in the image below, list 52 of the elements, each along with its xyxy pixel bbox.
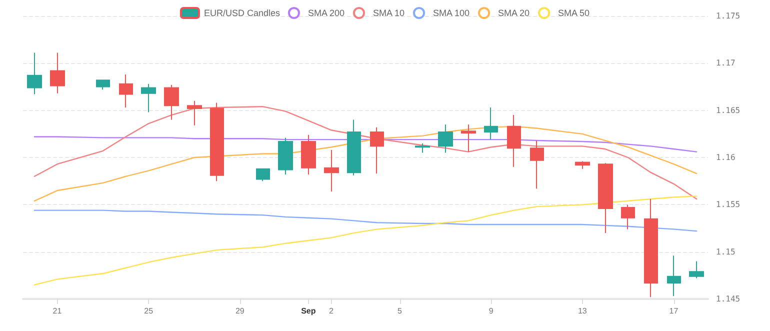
x-tick-label: 29 [235,306,245,316]
candlestick [484,107,498,140]
candlestick [689,260,704,279]
candlestick [164,84,179,120]
y-tick-label: 1.17 [716,58,736,68]
candlestick [278,137,293,175]
y-tick-label: 1.175 [716,12,740,20]
candlestick [415,142,430,154]
candlestick [119,74,133,108]
candlestick [507,114,521,168]
candlestick [301,134,316,175]
line-series [34,196,698,286]
x-tick-label: 13 [578,306,588,316]
candlestick [141,83,156,113]
y-tick-label: 1.155 [716,200,740,210]
candlestick [187,100,202,126]
candlestick [27,52,42,95]
candlestick [575,160,590,170]
y-tick-label: 1.165 [716,106,740,115]
line-series [34,136,698,152]
candlestick [210,102,224,182]
candlestick [621,204,635,230]
legend-label: SMA 10 [372,8,405,18]
candlestick [324,149,339,192]
candlestick [96,80,110,90]
legend-label: EUR/USD Candles [204,8,280,18]
legend-label: SMA 20 [498,8,530,18]
x-tick-label: 9 [488,306,494,316]
y-tick-label: 1.15 [716,247,736,256]
x-tick-label: 2 [329,306,334,316]
x-tick-label: Sep [301,306,316,316]
candlestick [667,255,681,297]
y-tick-label: 1.145 [716,294,740,304]
x-tick-label: 17 [669,306,679,316]
x-tick-label: 25 [144,306,154,316]
candlestick [438,124,453,154]
candlestick [347,119,361,176]
x-tick-label: 21 [52,306,62,316]
candlestick [644,198,658,298]
line-series [34,106,698,200]
legend-label: SMA 100 [433,8,470,18]
x-tick-label: 5 [398,306,403,316]
candlestick [256,168,270,182]
legend-label: SMA 200 [308,8,345,18]
legend-label: SMA 50 [558,8,590,18]
y-tick-label: 1.16 [716,153,736,162]
candlestick [530,140,544,190]
candlestick [461,124,476,152]
candlestick [598,162,613,234]
candlestick [50,52,65,94]
line-series [34,210,698,232]
candlestick [370,126,384,174]
